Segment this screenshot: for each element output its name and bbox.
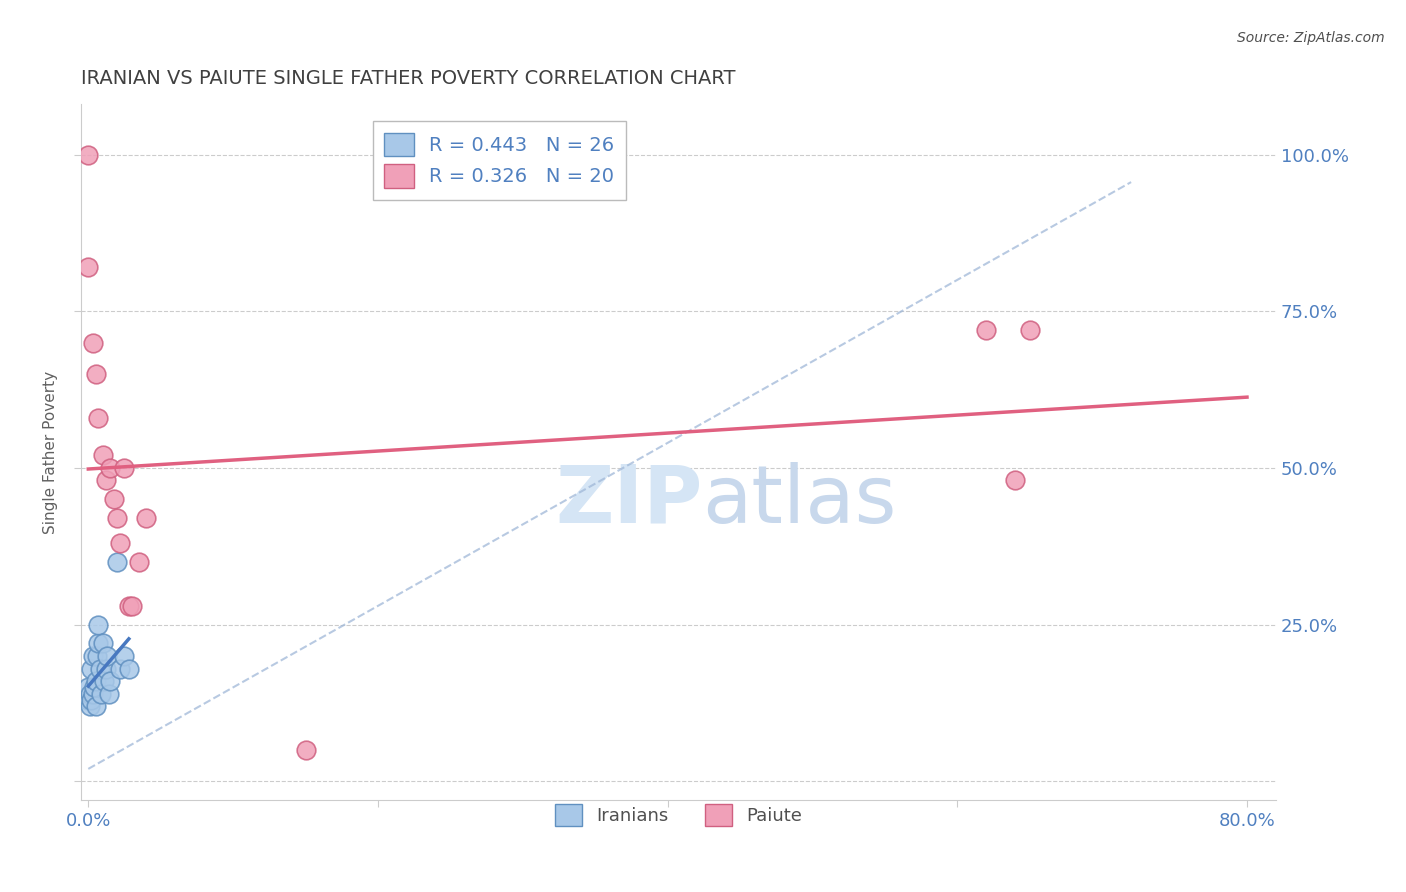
Point	[118, 662, 141, 676]
Point	[118, 599, 141, 613]
Point	[91, 449, 114, 463]
Point	[80, 662, 103, 676]
Point	[93, 674, 115, 689]
Point	[84, 367, 107, 381]
Y-axis label: Single Father Poverty: Single Father Poverty	[44, 371, 58, 533]
Point	[294, 743, 316, 757]
Text: atlas: atlas	[703, 462, 897, 540]
Point	[89, 662, 111, 676]
Point	[79, 687, 101, 701]
Point	[82, 687, 104, 701]
Point	[87, 636, 110, 650]
Point	[84, 699, 107, 714]
Point	[103, 492, 125, 507]
Point	[94, 662, 117, 676]
Point	[114, 648, 136, 663]
Point	[96, 648, 118, 663]
Point	[135, 511, 157, 525]
Point	[121, 599, 143, 613]
Legend: Iranians, Paiute: Iranians, Paiute	[547, 797, 810, 833]
Point	[77, 260, 100, 275]
Point	[84, 674, 107, 689]
Point	[82, 648, 104, 663]
Point	[108, 662, 131, 676]
Point	[105, 511, 128, 525]
Point	[108, 536, 131, 550]
Point	[114, 461, 136, 475]
Text: IRANIAN VS PAIUTE SINGLE FATHER POVERTY CORRELATION CHART: IRANIAN VS PAIUTE SINGLE FATHER POVERTY …	[82, 69, 735, 87]
Point	[79, 699, 101, 714]
Point	[128, 555, 150, 569]
Point	[87, 617, 110, 632]
Point	[90, 687, 112, 701]
Text: Source: ZipAtlas.com: Source: ZipAtlas.com	[1237, 31, 1385, 45]
Point	[97, 687, 120, 701]
Point	[98, 674, 121, 689]
Point	[91, 636, 114, 650]
Point	[87, 410, 110, 425]
Point	[77, 147, 100, 161]
Point	[83, 681, 105, 695]
Text: ZIP: ZIP	[555, 462, 703, 540]
Point	[1004, 474, 1026, 488]
Point	[1018, 323, 1040, 337]
Point	[80, 693, 103, 707]
Point	[974, 323, 997, 337]
Point	[105, 555, 128, 569]
Point	[82, 335, 104, 350]
Point	[77, 681, 100, 695]
Point	[98, 461, 121, 475]
Point	[94, 474, 117, 488]
Point	[77, 693, 100, 707]
Point	[86, 648, 108, 663]
